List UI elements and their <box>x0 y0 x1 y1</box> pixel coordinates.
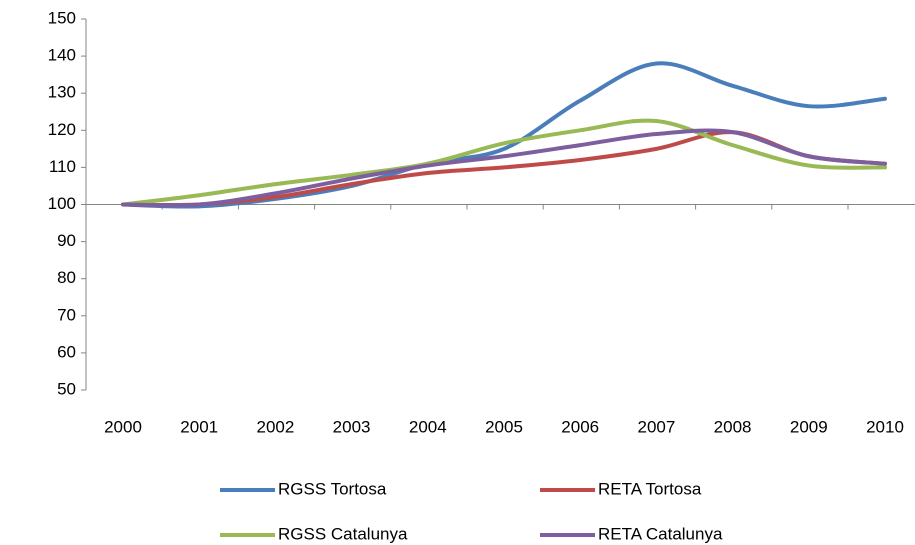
x-tick-label: 2001 <box>180 417 218 436</box>
y-tick-label: 110 <box>49 157 76 176</box>
line <box>121 61 887 209</box>
line <box>121 118 887 207</box>
legend-label: RGSS Tortosa <box>278 479 387 498</box>
x-tick-label: 2009 <box>790 417 828 436</box>
y-tick-label: 60 <box>57 342 76 361</box>
x-tick-label: 2007 <box>637 417 675 436</box>
legend-label: RETA Tortosa <box>598 479 702 498</box>
x-tick-label: 2000 <box>104 417 142 436</box>
x-tick-label: 2005 <box>485 417 523 436</box>
y-tick-label: 130 <box>48 83 76 102</box>
y-tick-label: 120 <box>48 120 76 139</box>
y-tick-label: 90 <box>57 231 76 250</box>
x-tick-label: 2008 <box>714 417 752 436</box>
x-tick-label: 2003 <box>333 417 371 436</box>
y-tick-label: 150 <box>48 8 76 27</box>
y-tick-label: 80 <box>57 268 76 287</box>
y-tick-label: 70 <box>57 305 76 324</box>
x-tick-label: 2010 <box>866 417 904 436</box>
y-tick-label: 100 <box>48 194 76 213</box>
legend-label: RGSS Catalunya <box>278 524 408 543</box>
y-tick-label: 140 <box>48 46 76 65</box>
line <box>121 128 887 208</box>
x-tick-label: 2002 <box>256 417 294 436</box>
y-tick-label: 50 <box>57 379 76 398</box>
x-tick-label: 2004 <box>409 417 447 436</box>
legend-label: RETA Catalunya <box>598 524 723 543</box>
x-tick-label: 2006 <box>561 417 599 436</box>
